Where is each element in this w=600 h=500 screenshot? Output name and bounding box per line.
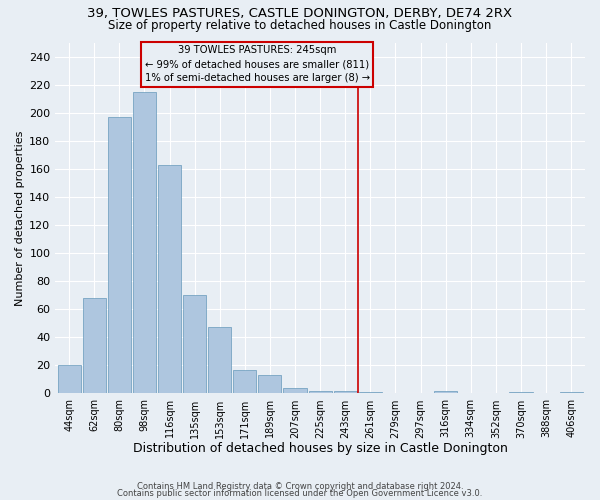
Bar: [133, 92, 156, 394]
Text: Contains HM Land Registry data © Crown copyright and database right 2024.: Contains HM Land Registry data © Crown c…: [137, 482, 463, 491]
Bar: [233, 370, 256, 394]
Bar: [560, 392, 583, 394]
Bar: [208, 328, 231, 394]
Bar: [434, 390, 457, 394]
Bar: [158, 164, 181, 394]
X-axis label: Distribution of detached houses by size in Castle Donington: Distribution of detached houses by size …: [133, 442, 508, 455]
Text: Contains public sector information licensed under the Open Government Licence v3: Contains public sector information licen…: [118, 489, 482, 498]
Bar: [259, 375, 281, 394]
Bar: [359, 392, 382, 394]
Bar: [308, 390, 332, 394]
Bar: [183, 295, 206, 394]
Bar: [58, 366, 80, 394]
Y-axis label: Number of detached properties: Number of detached properties: [15, 130, 25, 306]
Text: Size of property relative to detached houses in Castle Donington: Size of property relative to detached ho…: [109, 19, 491, 32]
Bar: [83, 298, 106, 394]
Text: 39, TOWLES PASTURES, CASTLE DONINGTON, DERBY, DE74 2RX: 39, TOWLES PASTURES, CASTLE DONINGTON, D…: [88, 8, 512, 20]
Text: 39 TOWLES PASTURES: 245sqm
← 99% of detached houses are smaller (811)
1% of semi: 39 TOWLES PASTURES: 245sqm ← 99% of deta…: [145, 46, 370, 84]
Bar: [283, 388, 307, 394]
Bar: [108, 117, 131, 394]
Bar: [509, 392, 533, 394]
Bar: [334, 390, 357, 394]
